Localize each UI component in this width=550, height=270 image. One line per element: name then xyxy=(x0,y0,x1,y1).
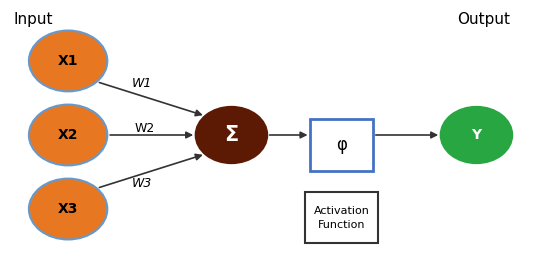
FancyBboxPatch shape xyxy=(310,119,373,171)
Text: X3: X3 xyxy=(58,202,78,216)
Text: W2: W2 xyxy=(134,122,155,135)
Text: X2: X2 xyxy=(58,128,78,142)
Ellipse shape xyxy=(441,107,512,163)
Text: Y: Y xyxy=(471,128,481,142)
Text: Output: Output xyxy=(458,12,510,27)
Text: W3: W3 xyxy=(131,177,152,190)
Text: W1: W1 xyxy=(131,77,152,90)
FancyBboxPatch shape xyxy=(305,192,378,244)
Text: Input: Input xyxy=(14,12,53,27)
Ellipse shape xyxy=(29,179,107,239)
Text: φ: φ xyxy=(336,136,347,154)
Ellipse shape xyxy=(29,31,107,91)
Text: X1: X1 xyxy=(58,54,78,68)
Ellipse shape xyxy=(29,104,107,166)
Text: Σ: Σ xyxy=(224,125,239,145)
Ellipse shape xyxy=(196,107,267,163)
Text: Activation
Function: Activation Function xyxy=(314,206,370,230)
